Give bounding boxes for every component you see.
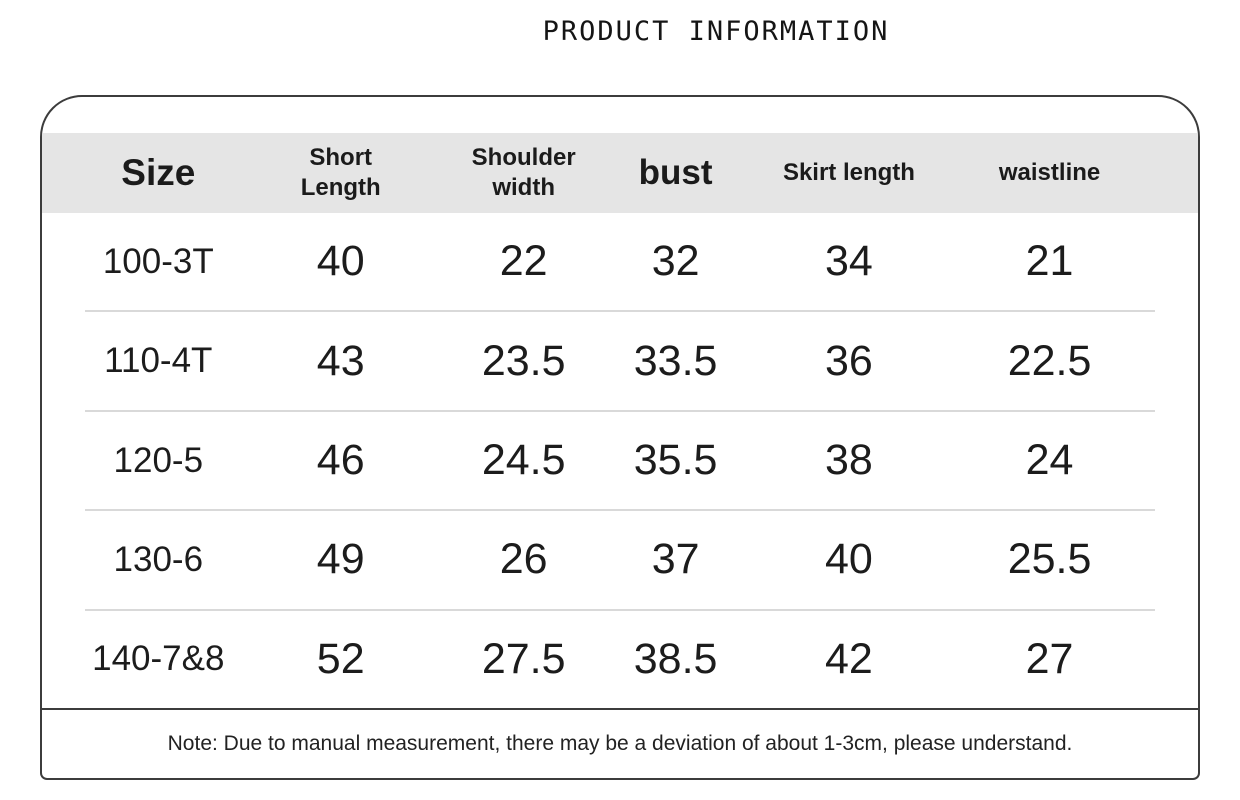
short-length-cell: 52 bbox=[316, 634, 365, 683]
table-header-row: Size Short Length Shoulder width bust Sk… bbox=[42, 133, 1198, 213]
bust-cell: 37 bbox=[651, 535, 700, 584]
table-row: 140-7&8 52 27.5 38.5 42 27 bbox=[85, 611, 1155, 708]
skirt-length-cell: 40 bbox=[825, 535, 873, 584]
page-title: PRODUCT INFORMATION bbox=[542, 16, 890, 47]
short-length-cell: 43 bbox=[316, 336, 365, 385]
size-chart-card: Size Short Length Shoulder width bust Sk… bbox=[40, 95, 1200, 780]
size-cell: 140-7&8 bbox=[92, 639, 225, 679]
column-header-bust: bust bbox=[638, 153, 713, 193]
skirt-length-cell: 42 bbox=[825, 634, 873, 683]
waistline-cell: 25.5 bbox=[1007, 535, 1092, 584]
waistline-cell: 21 bbox=[1025, 237, 1074, 286]
shoulder-width-cell: 27.5 bbox=[481, 634, 566, 683]
table-body: 100-3T 40 22 32 34 21 110-4T 43 23.5 33.… bbox=[42, 213, 1198, 708]
bust-cell: 33.5 bbox=[633, 336, 718, 385]
waistline-cell: 27 bbox=[1025, 634, 1074, 683]
short-length-cell: 46 bbox=[316, 436, 365, 485]
shoulder-width-cell: 26 bbox=[499, 535, 548, 584]
size-cell: 130-6 bbox=[113, 539, 204, 579]
size-cell: 120-5 bbox=[113, 440, 204, 480]
column-header-short-length: Short Length bbox=[300, 144, 381, 201]
bust-cell: 38.5 bbox=[633, 634, 718, 683]
size-cell: 110-4T bbox=[104, 341, 213, 381]
table-row: 130-6 49 26 37 40 25.5 bbox=[85, 511, 1155, 611]
column-header-size: Size bbox=[121, 151, 196, 193]
column-header-waistline: waistline bbox=[998, 159, 1101, 186]
table-row: 100-3T 40 22 32 34 21 bbox=[85, 213, 1155, 313]
skirt-length-cell: 36 bbox=[825, 336, 873, 385]
size-cell: 100-3T bbox=[102, 241, 214, 281]
skirt-length-cell: 38 bbox=[825, 436, 873, 485]
waistline-cell: 24 bbox=[1025, 436, 1074, 485]
shoulder-width-cell: 23.5 bbox=[481, 336, 566, 385]
shoulder-width-cell: 22 bbox=[499, 237, 548, 286]
card-top-gap bbox=[42, 97, 1198, 133]
table-row: 110-4T 43 23.5 33.5 36 22.5 bbox=[85, 312, 1155, 412]
column-header-shoulder-width: Shoulder width bbox=[471, 144, 576, 201]
bust-cell: 35.5 bbox=[633, 436, 718, 485]
table-row: 120-5 46 24.5 35.5 38 24 bbox=[85, 412, 1155, 512]
short-length-cell: 40 bbox=[316, 237, 365, 286]
short-length-cell: 49 bbox=[316, 535, 365, 584]
waistline-cell: 22.5 bbox=[1007, 336, 1092, 385]
shoulder-width-cell: 24.5 bbox=[481, 436, 566, 485]
bust-cell: 32 bbox=[651, 237, 700, 286]
column-header-skirt-length: Skirt length bbox=[782, 159, 915, 186]
measurement-note: Note: Due to manual measurement, there m… bbox=[42, 708, 1198, 778]
skirt-length-cell: 34 bbox=[825, 237, 873, 286]
